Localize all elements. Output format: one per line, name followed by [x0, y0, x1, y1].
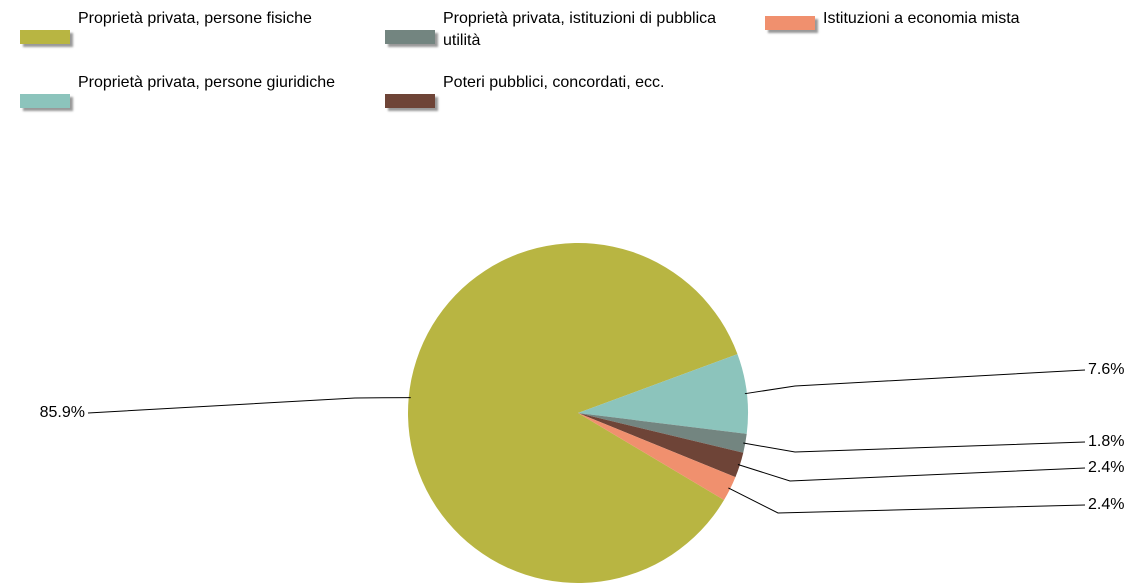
leader-line	[737, 464, 1086, 482]
legend-label: Proprietà privata, persone giuridiche	[78, 74, 336, 91]
pie-slice	[578, 413, 744, 478]
legend-swatch	[385, 94, 435, 108]
legend-label: Istituzioni a economia mista	[823, 10, 1020, 27]
legend-swatch	[20, 30, 70, 44]
data-label: 1.8%	[1088, 433, 1124, 450]
data-label: 2.4%	[1088, 459, 1124, 476]
data-label: 85.9%	[40, 404, 85, 421]
legend-label: Poteri pubblici, concordati, ecc.	[443, 74, 665, 91]
data-label: 2.4%	[1088, 496, 1124, 513]
pie-slice	[578, 354, 749, 434]
pie-slice	[408, 243, 738, 583]
data-label: 7.6%	[1088, 361, 1124, 378]
pie-slice	[578, 413, 736, 501]
legend-swatch	[385, 30, 435, 44]
legend-swatch	[765, 16, 815, 30]
leader-line	[743, 441, 1086, 453]
pie-slice	[578, 413, 747, 453]
legend-swatch	[20, 94, 70, 108]
leader-line	[87, 397, 411, 414]
legend-label: Proprietà privata, persone fisiche	[78, 10, 312, 27]
legend-label: Proprietà privata, istituzioni di pubbli…	[443, 10, 717, 49]
leader-line	[744, 369, 1086, 395]
leader-line	[728, 487, 1086, 514]
